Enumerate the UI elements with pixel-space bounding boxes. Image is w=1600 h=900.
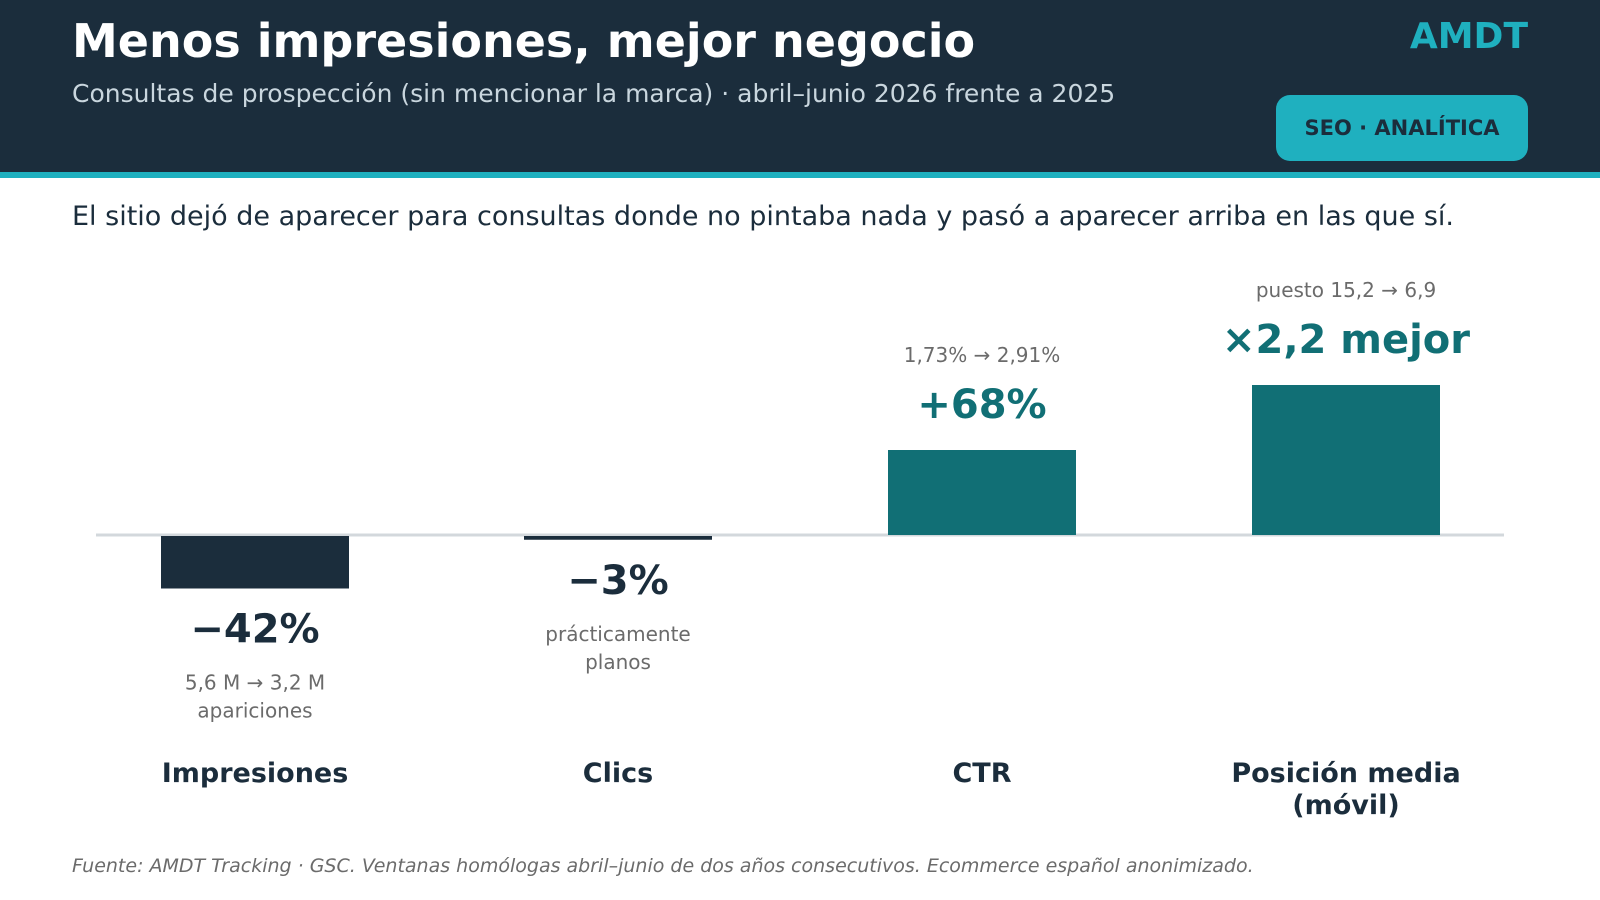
brand-logo: AMDT [1409,16,1528,57]
detail-label-3: 1,73% → 2,91% [904,343,1061,367]
category-label-2: Clics [583,758,653,789]
bar-4 [1252,385,1440,535]
category-badge: SEO · ANALÍTICA [1276,95,1528,161]
header-accent-rule [0,172,1600,178]
bar-2 [524,536,712,540]
bar-3 [888,450,1076,535]
category-label-3: CTR [952,758,1011,789]
detail-label-2: prácticamente planos [545,622,690,674]
category-label-1: Impresiones [162,758,349,789]
value-label-2: −3% [567,558,668,604]
value-label-4: ×2,2 mejor [1222,317,1470,363]
detail-label-4: puesto 15,2 → 6,9 [1256,278,1436,302]
value-label-3: +68% [917,382,1046,428]
source-footnote: Fuente: AMDT Tracking · GSC. Ventanas ho… [72,855,1254,877]
bar-1 [161,536,349,589]
lead-text: El sitio dejó de aparecer para consultas… [72,201,1454,232]
category-label-4: Posición media (móvil) [1231,758,1460,821]
value-label-1: −42% [190,607,319,653]
page-title: Menos impresiones, mejor negocio [72,14,976,68]
page-subtitle: Consultas de prospección (sin mencionar … [72,79,1116,108]
